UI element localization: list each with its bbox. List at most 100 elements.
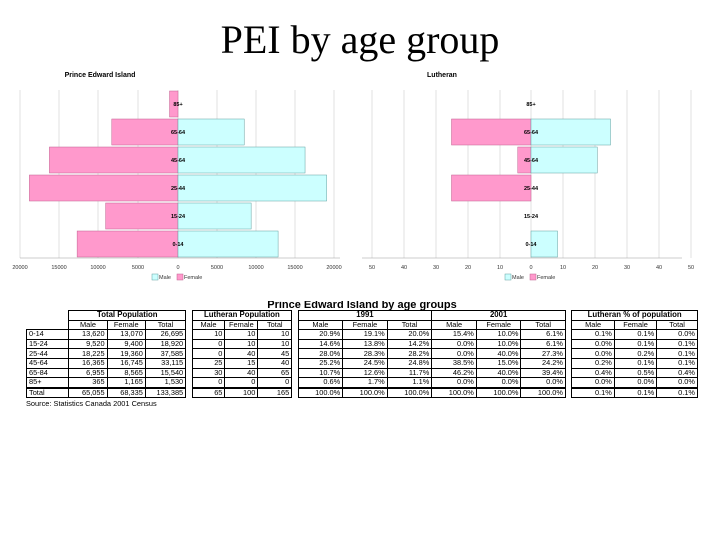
table-cell: 100 <box>224 386 259 399</box>
table-cell: 20.0% <box>386 329 433 340</box>
table-cell: 10 <box>224 329 259 340</box>
x-tick-label: 5000 <box>211 265 223 271</box>
x-tick-label: 10 <box>560 265 566 271</box>
category-label: 15-24 <box>171 214 186 220</box>
x-tick-label: 50 <box>688 265 694 271</box>
table-cell: 10 <box>224 338 259 350</box>
x-tick-label: 30 <box>624 265 630 271</box>
bar-female <box>105 202 179 230</box>
row-label: 85+ <box>25 377 70 389</box>
table-cell: 10.0% <box>475 338 522 350</box>
column-header: Total <box>144 319 187 331</box>
category-label: 25-44 <box>524 186 539 192</box>
table-cell: 30 <box>191 367 226 379</box>
column-header: Female <box>224 319 259 331</box>
table-row: 85+ 365 1,165 1,530 0 0 0 0.6% 1.7% 1.1% 0.0% 0.0% 0… <box>25 377 698 389</box>
chart-title: Prince Edward Island <box>65 72 136 79</box>
table-cell: 16,745 <box>106 358 146 369</box>
table-cell: 0.1% <box>613 329 658 340</box>
legend-female-swatch <box>529 273 537 281</box>
x-tick-label: 10 <box>497 265 503 271</box>
table-cell: 0.1% <box>613 338 658 350</box>
table-cell: 16,365 <box>68 358 108 369</box>
column-header: Male <box>431 319 477 331</box>
legend-male-swatch <box>504 273 512 281</box>
bar-male <box>177 118 245 146</box>
table-cell: 27.3% <box>520 348 566 360</box>
x-tick-label: 0 <box>529 265 532 271</box>
table-cell: 10 <box>257 329 293 340</box>
stats-table: Prince Edward Island by age groups Total … <box>25 301 698 399</box>
table-cell: 100.0% <box>386 386 433 399</box>
table-cell: 28.3% <box>342 348 388 360</box>
table-cell: 0.0% <box>571 338 615 350</box>
table-cell: 0.1% <box>656 386 698 399</box>
group-header: 2001 <box>431 310 566 321</box>
table-cell: 0.0% <box>613 377 658 389</box>
column-header: Total <box>656 319 698 331</box>
category-label: 0-14 <box>172 242 184 248</box>
chart-title: Lutheran <box>427 72 457 79</box>
x-tick-label: 20 <box>465 265 471 271</box>
bar-female <box>451 174 532 202</box>
x-tick-label: 40 <box>656 265 662 271</box>
table-cell: 0.0% <box>431 338 477 350</box>
column-header: Male <box>191 319 226 331</box>
table-cell: 6,955 <box>68 367 108 379</box>
row-label: 45-64 <box>25 358 70 369</box>
table-cell: 165 <box>257 386 293 399</box>
x-tick-label: 20000 <box>12 265 27 271</box>
category-label: 0-14 <box>525 242 537 248</box>
table-cell: 9,400 <box>106 338 146 350</box>
bar-male <box>177 202 252 230</box>
table-cell: 100.0% <box>475 386 522 399</box>
row-label: 0-14 <box>25 329 70 340</box>
table-cell: 100.0% <box>342 386 388 399</box>
table-cell: 37,585 <box>144 348 187 360</box>
row-label: Total <box>25 386 70 399</box>
table-cell: 68,335 <box>106 386 146 399</box>
table-row: 65-84 6,955 8,565 15,540 30 40 65 10.7% 12.6% 11.… <box>25 367 698 379</box>
table-cell: 0.0% <box>656 329 698 340</box>
table-cell: 15,540 <box>144 367 187 379</box>
table-cell: 365 <box>68 377 108 389</box>
table-row: 25-44 18,225 19,360 37,585 0 40 45 28.0% 28.3% 28… <box>25 348 698 360</box>
table-cell: 15.4% <box>431 329 477 340</box>
category-label: 45-64 <box>171 158 186 164</box>
table-row: 45-64 16,365 16,745 33,115 25 15 40 25.2% 24.5% 2… <box>25 358 698 369</box>
table-cell: 0.1% <box>656 338 698 350</box>
table-cell: 33,115 <box>144 358 187 369</box>
bar-female <box>169 90 179 118</box>
table-cell: 40.0% <box>475 367 522 379</box>
table-cell: 100.0% <box>520 386 566 399</box>
table-row: 0-14 13,620 13,070 26,695 10 10 10 20.9% 19.1% 20… <box>25 329 698 340</box>
table-cell: 1,530 <box>144 377 187 389</box>
table-cell: 40 <box>224 348 259 360</box>
table-cell: 0 <box>191 348 226 360</box>
table-cell: 26,695 <box>144 329 187 340</box>
bar-male <box>177 146 306 174</box>
group-header-row: Total Population Lutheran Population 1991 2… <box>27 310 698 321</box>
table-cell: 15.0% <box>475 358 522 369</box>
table-cell: 10.7% <box>297 367 344 379</box>
group-header: Total Population <box>68 310 187 321</box>
x-tick-label: 50 <box>369 265 375 271</box>
table-cell: 65,055 <box>68 386 108 399</box>
row-label: 65-84 <box>25 367 70 379</box>
table-cell: 0.0% <box>571 348 615 360</box>
legend-female-label: Female <box>537 275 555 281</box>
table-cell: 1.7% <box>342 377 388 389</box>
table-row: 15-24 9,520 9,400 18,920 0 10 10 14.6% 13.8% 14.2… <box>25 338 698 350</box>
table-cell: 19,360 <box>106 348 146 360</box>
category-label: 25-44 <box>171 186 186 192</box>
table-cell: 100.0% <box>431 386 477 399</box>
table-cell: 25 <box>191 358 226 369</box>
table-cell: 40.0% <box>475 348 522 360</box>
table-cell: 0.0% <box>431 377 477 389</box>
bar-female <box>76 230 179 258</box>
table-cell: 100.0% <box>297 386 344 399</box>
table-cell: 0.1% <box>656 348 698 360</box>
table-cell: 10.0% <box>475 329 522 340</box>
bar-female <box>451 118 532 146</box>
table-cell: 14.6% <box>297 338 344 350</box>
